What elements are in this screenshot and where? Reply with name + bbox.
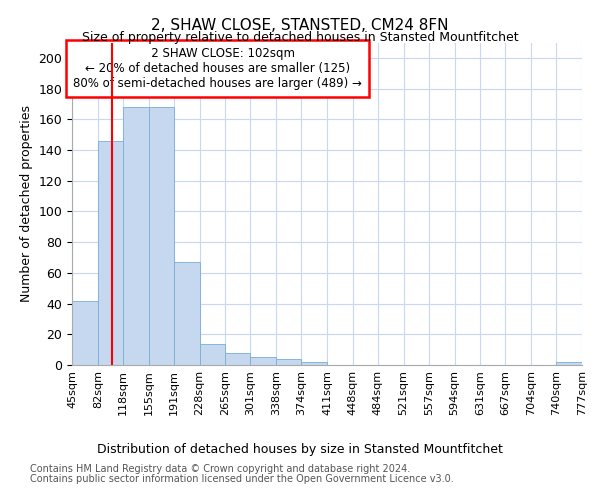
Bar (149, 107, 174, 365)
Text: Contains public sector information licensed under the Open Government Licence v3: Contains public sector information licen… (30, 474, 454, 484)
Bar (556, 362, 582, 365)
Bar (301, 362, 327, 365)
Text: Size of property relative to detached houses in Stansted Mountfitchet: Size of property relative to detached ho… (82, 31, 518, 44)
Bar (250, 358, 276, 365)
Bar (276, 359, 301, 365)
Text: 2, SHAW CLOSE, STANSTED, CM24 8FN: 2, SHAW CLOSE, STANSTED, CM24 8FN (151, 18, 449, 32)
Bar (199, 344, 225, 365)
Bar (72, 300, 98, 365)
Bar (123, 107, 149, 365)
Y-axis label: Number of detached properties: Number of detached properties (20, 106, 33, 302)
Bar (174, 262, 199, 365)
Bar (98, 141, 123, 365)
Bar (225, 352, 250, 365)
Text: Contains HM Land Registry data © Crown copyright and database right 2024.: Contains HM Land Registry data © Crown c… (30, 464, 410, 474)
Text: 2 SHAW CLOSE: 102sqm
← 20% of detached houses are smaller (125)
80% of semi-deta: 2 SHAW CLOSE: 102sqm ← 20% of detached h… (73, 48, 362, 90)
Text: Distribution of detached houses by size in Stansted Mountfitchet: Distribution of detached houses by size … (97, 442, 503, 456)
